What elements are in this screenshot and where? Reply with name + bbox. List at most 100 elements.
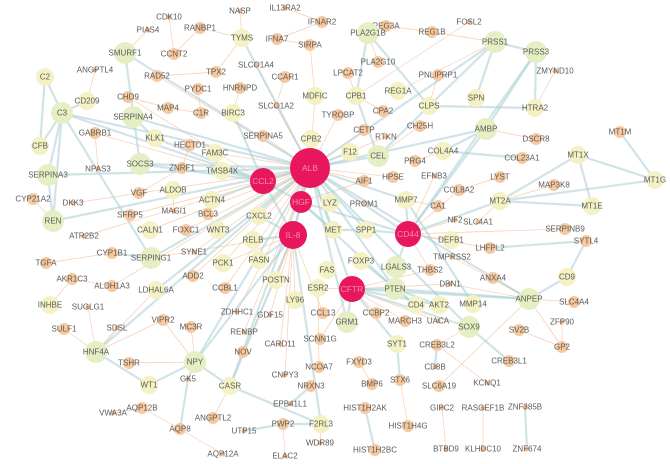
node-creb3l1[interactable]: CREB3L1 [491, 355, 527, 367]
node-zfp90[interactable]: ZFP90 [550, 318, 575, 327]
node-c3[interactable]: C3 [51, 102, 73, 124]
node-ifna7[interactable]: IFNA7 [266, 33, 289, 45]
node-il13ra2[interactable]: IL13RA2 [269, 4, 301, 13]
node-c2[interactable]: C2 [36, 68, 54, 86]
node-cfb[interactable]: CFB [31, 137, 49, 155]
node-circle[interactable] [151, 70, 163, 82]
node-gk5[interactable]: GK5 [180, 375, 197, 384]
node-circle[interactable] [484, 31, 506, 53]
node-pwp2[interactable]: PWP2 [272, 418, 295, 430]
node-circle[interactable] [321, 194, 339, 212]
node-grm1[interactable]: GRM1 [335, 311, 359, 333]
node-circle[interactable] [439, 405, 445, 411]
node-circle[interactable] [548, 179, 560, 191]
node-reg1b[interactable]: REG1B [418, 26, 446, 38]
node-pydc1[interactable]: PYDC1 [185, 83, 212, 95]
node-znf674[interactable]: ZNF674 [513, 445, 542, 454]
node-serpina4[interactable]: SERPINA4 [113, 106, 153, 128]
node-circle[interactable] [277, 418, 289, 430]
node-cdk10[interactable]: CDK10 [156, 13, 182, 22]
node-zmynd10[interactable]: ZMYND10 [536, 67, 574, 76]
node-sulf1[interactable]: SULF1 [52, 323, 77, 335]
node-mt1e[interactable]: MT1E [581, 197, 603, 215]
node-circle[interactable] [81, 233, 87, 239]
node-circle[interactable] [580, 235, 592, 247]
node-circle[interactable] [286, 291, 304, 309]
node-circle[interactable] [358, 124, 370, 136]
node-col23a1[interactable]: COL23A1 [504, 152, 540, 164]
node-circle[interactable] [435, 318, 441, 324]
node-aldob[interactable]: ALDOB [159, 181, 187, 199]
node-circle[interactable] [277, 341, 283, 347]
node-circle[interactable] [110, 410, 116, 416]
node-circle[interactable] [524, 446, 530, 452]
node-akt2[interactable]: AKT2 [429, 296, 450, 314]
node-circle[interactable] [558, 268, 576, 286]
node-circle[interactable] [267, 312, 273, 318]
node-circle[interactable] [237, 8, 243, 14]
node-cd44[interactable]: CD44 [395, 221, 421, 247]
node-circle[interactable] [241, 428, 247, 434]
node-circle[interactable] [290, 148, 330, 188]
node-circle[interactable] [447, 281, 453, 287]
node-spn[interactable]: SPN [467, 89, 485, 107]
node-nf2[interactable]: NF2 [447, 216, 463, 225]
node-map4[interactable]: MAP4 [157, 102, 179, 114]
node-circle[interactable] [70, 200, 76, 206]
node-circle[interactable] [353, 356, 365, 368]
node-circle[interactable] [253, 62, 259, 68]
node-circle[interactable] [552, 68, 558, 74]
node-circle[interactable] [369, 444, 381, 456]
node-hnf4a[interactable]: HNF4A [83, 341, 110, 363]
node-defb1[interactable]: DEFB1 [438, 231, 464, 249]
node-circle[interactable] [27, 193, 39, 205]
node-gipc2[interactable]: GIPC2 [430, 404, 455, 413]
node-kcnq1[interactable]: KCNQ1 [473, 379, 501, 388]
node-thbs2[interactable]: THBS2 [417, 264, 443, 276]
node-circle[interactable] [384, 278, 406, 300]
node-cftr[interactable]: CFTR [339, 276, 365, 302]
node-ccnt2[interactable]: CCNT2 [161, 48, 188, 60]
node-circle[interactable] [36, 68, 54, 86]
node-serpinb9[interactable]: SERPINB9 [545, 223, 585, 235]
node-serping1[interactable]: SERPING1 [131, 247, 172, 269]
node-circle[interactable] [420, 97, 438, 115]
node-ca1[interactable]: CA1 [430, 200, 446, 212]
node-klk1[interactable]: KLK1 [145, 129, 165, 147]
node-ccl13[interactable]: CCL13 [311, 307, 336, 319]
node-circle[interactable] [95, 166, 101, 172]
node-scnn1g[interactable]: SCNN1G [303, 333, 337, 345]
node-circle[interactable] [431, 339, 443, 351]
node-suglg1[interactable]: SUGLG1 [72, 303, 105, 312]
node-circle[interactable] [366, 378, 378, 390]
node-cxcl2[interactable]: CXCL2 [246, 207, 272, 225]
node-il-8[interactable]: IL-8 [279, 221, 307, 249]
node-pck1[interactable]: PCK1 [213, 254, 234, 272]
node-uaca[interactable]: UACA [427, 317, 450, 326]
node-circle[interactable] [397, 191, 415, 209]
node-nasp[interactable]: NASP [229, 7, 251, 16]
node-circle[interactable] [314, 333, 326, 345]
node-circle[interactable] [305, 380, 317, 392]
node-circle[interactable] [317, 307, 329, 319]
node-circle[interactable] [395, 221, 421, 247]
node-circle[interactable] [122, 91, 134, 103]
node-rasgef1b[interactable]: RASGEF1B [462, 404, 505, 413]
node-circle[interactable] [282, 5, 288, 11]
node-cnpy3[interactable]: CNPY3 [272, 371, 299, 380]
node-rad52[interactable]: RAD52 [144, 70, 170, 82]
node-circle[interactable] [250, 168, 276, 194]
node-tmprss2[interactable]: TMPRSS2 [433, 253, 471, 262]
node-stx6[interactable]: STX6 [390, 374, 411, 386]
node-circle[interactable] [487, 272, 499, 284]
node-circle[interactable] [339, 276, 365, 302]
node-syne1[interactable]: SYNE1 [181, 248, 208, 257]
node-circle[interactable] [568, 296, 580, 308]
node-circle[interactable] [85, 341, 107, 363]
node-pten[interactable]: PTEN [384, 278, 406, 300]
node-circle[interactable] [357, 221, 375, 239]
node-aqp8[interactable]: AQP8 [169, 423, 191, 435]
node-reg3a[interactable]: REG3A [372, 20, 400, 32]
node-circle[interactable] [341, 143, 359, 161]
node-circle[interactable] [234, 309, 240, 315]
